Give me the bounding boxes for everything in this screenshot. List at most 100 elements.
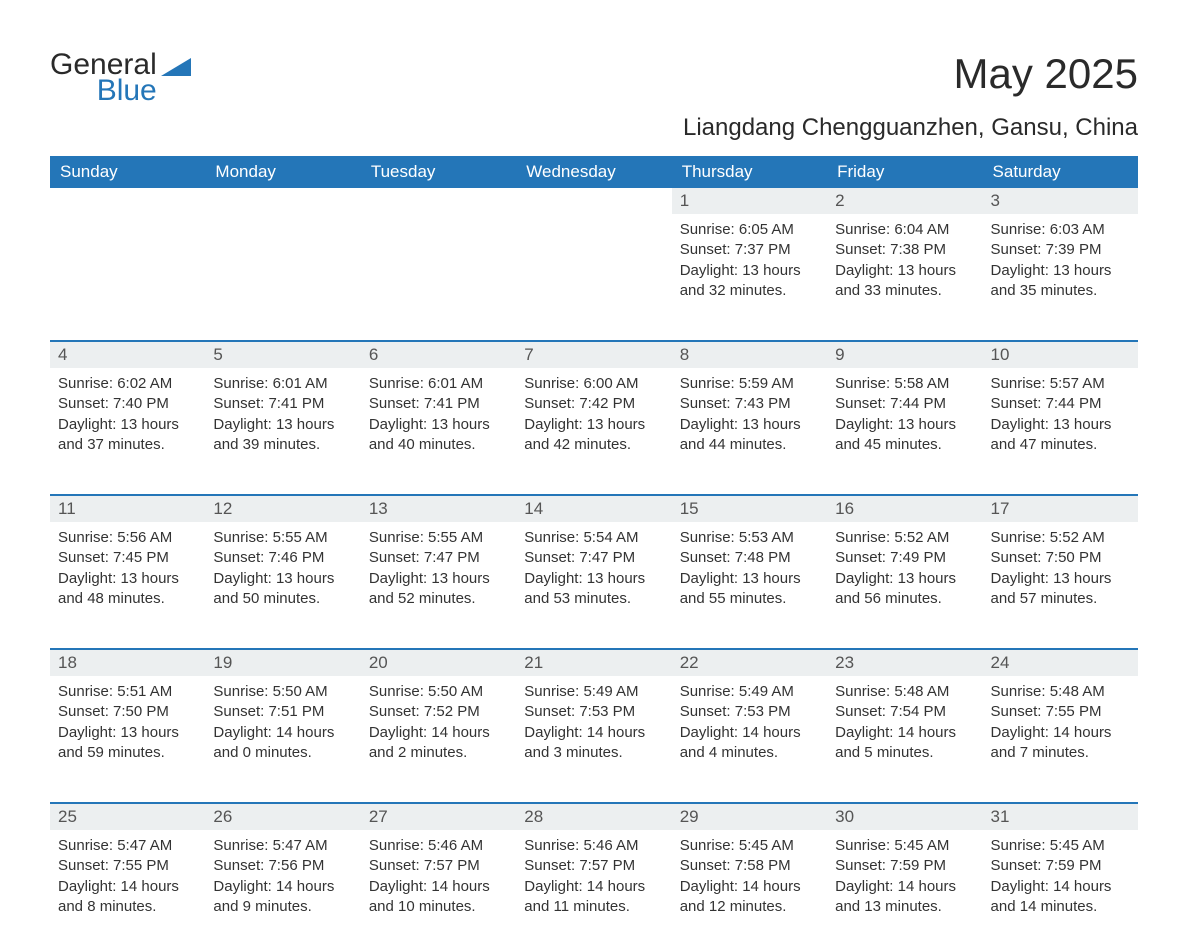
daylight-line: Daylight: 14 hours and 4 minutes.: [680, 723, 819, 764]
day-cell: 7Sunrise: 6:00 AMSunset: 7:42 PMDaylight…: [516, 342, 671, 474]
sunset-line: Sunset: 7:41 PM: [213, 394, 352, 414]
day-body: Sunrise: 5:46 AMSunset: 7:57 PMDaylight:…: [516, 830, 671, 921]
sunset-value: 7:38 PM: [890, 241, 946, 258]
sunrise-line: Sunrise: 5:55 AM: [369, 528, 508, 548]
sunset-label: Sunset:: [835, 241, 890, 258]
day-number: 13: [361, 496, 516, 522]
sunrise-label: Sunrise:: [835, 837, 894, 854]
sunset-line: Sunset: 7:45 PM: [58, 548, 197, 568]
sunrise-value: 5:58 AM: [894, 375, 949, 392]
day-number: 19: [205, 650, 360, 676]
sunset-value: 7:41 PM: [268, 395, 324, 412]
sunset-label: Sunset:: [991, 549, 1046, 566]
daylight-label: Daylight:: [680, 262, 743, 279]
daylight-label: Daylight:: [524, 570, 587, 587]
sunset-label: Sunset:: [58, 857, 113, 874]
sunrise-value: 5:52 AM: [894, 529, 949, 546]
sunrise-line: Sunrise: 5:50 AM: [213, 682, 352, 702]
daylight-label: Daylight:: [680, 878, 743, 895]
sunrise-value: 5:46 AM: [583, 837, 638, 854]
sunrise-label: Sunrise:: [835, 375, 894, 392]
daylight-label: Daylight:: [835, 724, 898, 741]
sunset-label: Sunset:: [213, 857, 268, 874]
weekday-header: Tuesday: [361, 156, 516, 188]
sunset-value: 7:44 PM: [1046, 395, 1102, 412]
sunset-line: Sunset: 7:51 PM: [213, 702, 352, 722]
sunrise-line: Sunrise: 5:45 AM: [680, 836, 819, 856]
day-body: Sunrise: 6:01 AMSunset: 7:41 PMDaylight:…: [361, 368, 516, 459]
daylight-label: Daylight:: [835, 416, 898, 433]
day-cell: 3Sunrise: 6:03 AMSunset: 7:39 PMDaylight…: [983, 188, 1138, 320]
sunset-value: 7:55 PM: [113, 857, 169, 874]
day-number: 12: [205, 496, 360, 522]
sunset-line: Sunset: 7:55 PM: [58, 856, 197, 876]
daylight-line: Daylight: 13 hours and 50 minutes.: [213, 569, 352, 610]
daylight-label: Daylight:: [58, 878, 121, 895]
sunset-line: Sunset: 7:55 PM: [991, 702, 1130, 722]
sunset-line: Sunset: 7:49 PM: [835, 548, 974, 568]
sunset-line: Sunset: 7:47 PM: [369, 548, 508, 568]
sunset-value: 7:43 PM: [735, 395, 791, 412]
day-body: Sunrise: 5:47 AMSunset: 7:55 PMDaylight:…: [50, 830, 205, 921]
sunrise-label: Sunrise:: [680, 683, 739, 700]
day-number: 28: [516, 804, 671, 830]
sunrise-line: Sunrise: 5:49 AM: [680, 682, 819, 702]
sunrise-value: 5:45 AM: [1050, 837, 1105, 854]
sunset-label: Sunset:: [680, 857, 735, 874]
day-number: 5: [205, 342, 360, 368]
day-cell: 28Sunrise: 5:46 AMSunset: 7:57 PMDayligh…: [516, 804, 671, 936]
day-cell: 26Sunrise: 5:47 AMSunset: 7:56 PMDayligh…: [205, 804, 360, 936]
daylight-line: Daylight: 13 hours and 55 minutes.: [680, 569, 819, 610]
logo: General Blue: [50, 50, 191, 106]
day-body: Sunrise: 5:54 AMSunset: 7:47 PMDaylight:…: [516, 522, 671, 613]
day-cell: 22Sunrise: 5:49 AMSunset: 7:53 PMDayligh…: [672, 650, 827, 782]
sunset-label: Sunset:: [835, 395, 890, 412]
daylight-line: Daylight: 14 hours and 10 minutes.: [369, 877, 508, 918]
day-number: 10: [983, 342, 1138, 368]
sunset-label: Sunset:: [835, 703, 890, 720]
daylight-label: Daylight:: [58, 724, 121, 741]
sunset-label: Sunset:: [991, 241, 1046, 258]
sunrise-value: 5:49 AM: [739, 683, 794, 700]
weekday-header: Wednesday: [516, 156, 671, 188]
daylight-line: Daylight: 14 hours and 5 minutes.: [835, 723, 974, 764]
sunrise-label: Sunrise:: [835, 529, 894, 546]
daylight-line: Daylight: 14 hours and 13 minutes.: [835, 877, 974, 918]
daylight-line: Daylight: 13 hours and 48 minutes.: [58, 569, 197, 610]
week-row: 25Sunrise: 5:47 AMSunset: 7:55 PMDayligh…: [50, 802, 1138, 936]
daylight-line: Daylight: 13 hours and 42 minutes.: [524, 415, 663, 456]
day-number: 23: [827, 650, 982, 676]
sunset-line: Sunset: 7:50 PM: [991, 548, 1130, 568]
day-body: Sunrise: 5:52 AMSunset: 7:49 PMDaylight:…: [827, 522, 982, 613]
sunset-label: Sunset:: [213, 549, 268, 566]
sunset-value: 7:40 PM: [113, 395, 169, 412]
week-row: 11Sunrise: 5:56 AMSunset: 7:45 PMDayligh…: [50, 494, 1138, 628]
day-body: Sunrise: 5:57 AMSunset: 7:44 PMDaylight:…: [983, 368, 1138, 459]
weekday-header: Saturday: [983, 156, 1138, 188]
sunrise-value: 6:01 AM: [273, 375, 328, 392]
day-number: 27: [361, 804, 516, 830]
sunset-value: 7:53 PM: [735, 703, 791, 720]
day-body: Sunrise: 5:51 AMSunset: 7:50 PMDaylight:…: [50, 676, 205, 767]
day-body: Sunrise: 5:49 AMSunset: 7:53 PMDaylight:…: [516, 676, 671, 767]
day-number: 22: [672, 650, 827, 676]
daylight-label: Daylight:: [991, 570, 1054, 587]
daylight-line: Daylight: 13 hours and 45 minutes.: [835, 415, 974, 456]
sunset-line: Sunset: 7:59 PM: [835, 856, 974, 876]
sunset-value: 7:37 PM: [735, 241, 791, 258]
sunrise-label: Sunrise:: [213, 683, 272, 700]
sunset-value: 7:54 PM: [890, 703, 946, 720]
sunrise-label: Sunrise:: [524, 375, 583, 392]
day-number: 17: [983, 496, 1138, 522]
sunrise-value: 6:01 AM: [428, 375, 483, 392]
sunset-label: Sunset:: [369, 857, 424, 874]
daylight-label: Daylight:: [680, 724, 743, 741]
sunrise-line: Sunrise: 5:51 AM: [58, 682, 197, 702]
daylight-label: Daylight:: [835, 878, 898, 895]
sunrise-label: Sunrise:: [835, 683, 894, 700]
day-cell: 19Sunrise: 5:50 AMSunset: 7:51 PMDayligh…: [205, 650, 360, 782]
sunrise-line: Sunrise: 6:02 AM: [58, 374, 197, 394]
sunrise-value: 5:47 AM: [117, 837, 172, 854]
sunset-label: Sunset:: [524, 703, 579, 720]
day-number: 30: [827, 804, 982, 830]
